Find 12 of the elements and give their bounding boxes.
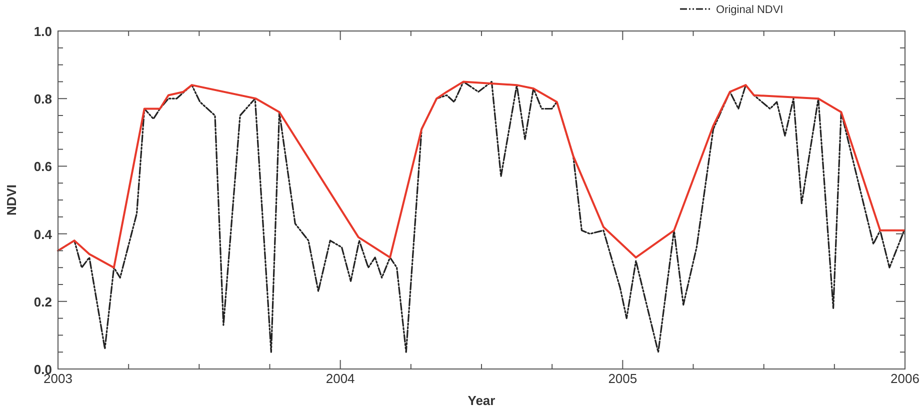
line-series — [57, 80, 906, 269]
y-axis-title: NDVI — [4, 184, 19, 216]
x-tick-label: 2005 — [608, 371, 638, 386]
y-tick-label: 0.8 — [34, 92, 52, 107]
y-tick-label: 0.4 — [34, 226, 53, 242]
y-tick-label: 1.0 — [34, 24, 52, 39]
y-tick-label: 0.2 — [34, 294, 52, 310]
y-tick-label: 0.6 — [34, 159, 52, 174]
x-tick-label: 2004 — [326, 371, 355, 386]
x-tick-label: 2006 — [890, 371, 920, 386]
legend-label: Original NDVI — [716, 4, 784, 16]
x-axis-title: Year — [468, 393, 496, 408]
